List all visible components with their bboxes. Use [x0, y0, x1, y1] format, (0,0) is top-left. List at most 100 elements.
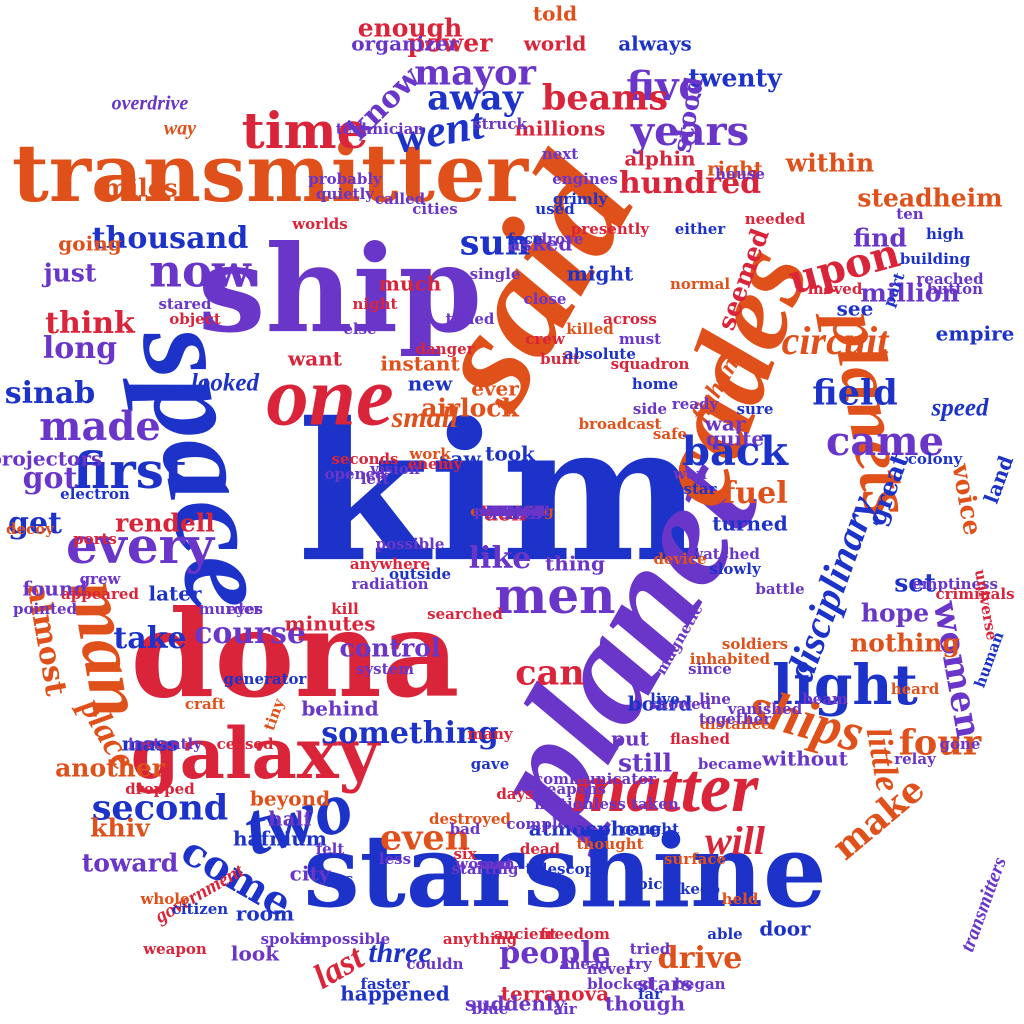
word-relay: relay — [894, 750, 937, 768]
word-hafnium: hafnium — [233, 827, 327, 851]
word-always: always — [618, 32, 692, 56]
word-bad: bad — [450, 820, 481, 838]
word-organizer: organizer — [351, 32, 459, 56]
word-happened: happened — [340, 982, 449, 1006]
word-want: want — [287, 347, 343, 371]
word-won: won — [672, 465, 707, 483]
word-high: high — [926, 225, 964, 243]
word-moved: moved — [808, 280, 863, 298]
word-within: within — [785, 149, 874, 178]
word-device: device — [653, 550, 706, 568]
word-force: force — [492, 504, 532, 520]
word-will: will — [705, 818, 766, 863]
word-got: got — [23, 461, 78, 496]
word-kill: kill — [331, 600, 359, 618]
word-days: days — [496, 785, 533, 803]
word-eyes: eyes — [227, 600, 263, 618]
word-people: people — [499, 936, 611, 971]
word-wouldn: wouldn — [483, 504, 541, 520]
word-dust: dust — [495, 504, 530, 520]
word-around: around — [484, 504, 540, 520]
word-light: light — [772, 652, 918, 717]
word-just: just — [42, 259, 97, 288]
word-fleet: fleet — [495, 504, 530, 520]
word-empire: empire — [936, 322, 1015, 346]
word-right: right — [707, 157, 764, 181]
word-rendell: rendell — [115, 509, 215, 538]
word-instantly: instantly — [128, 735, 203, 753]
word-though: though — [605, 992, 686, 1016]
word-came: came — [826, 418, 944, 465]
word-showed: showed — [649, 695, 712, 713]
word-telescope: telescope — [525, 860, 604, 878]
word-dead: dead — [520, 840, 561, 858]
word-going: going — [58, 232, 121, 256]
word-kim: kim — [298, 381, 703, 604]
word-ever: ever — [471, 377, 519, 401]
word-cut: cut — [499, 504, 525, 520]
word-stared: stared — [158, 295, 212, 313]
word-emptiness: emptiness — [912, 575, 998, 593]
word-may: may — [496, 504, 529, 520]
word-khiv: khiv — [90, 814, 151, 843]
word-quite: quite — [706, 427, 764, 451]
word-free: free — [496, 504, 527, 520]
word-building: building — [900, 250, 971, 268]
word-star: star — [684, 480, 718, 498]
word-four: four — [899, 723, 982, 764]
word-electron: electron — [60, 485, 130, 503]
word-thought: thought — [576, 835, 643, 853]
word-sinabian: sinabian — [479, 504, 546, 520]
word-distance: distance — [700, 715, 771, 733]
word-move: move — [491, 504, 532, 520]
word-line: line — [699, 690, 731, 708]
word-single: single — [470, 265, 521, 283]
word-murder: murder — [199, 600, 263, 618]
word-close: close — [524, 290, 567, 308]
word-flashed: flashed — [670, 730, 731, 748]
word-gave: gave — [471, 755, 509, 773]
word-tell: tell — [499, 504, 525, 520]
word-dona: dona — [131, 584, 460, 725]
word-generator: generator — [224, 670, 308, 688]
word-worked: worked — [482, 504, 540, 520]
word-now: now — [149, 245, 252, 298]
word-think: think — [45, 306, 136, 341]
word-must: must — [619, 330, 661, 348]
word-nothing: nothing — [850, 629, 960, 658]
word-five: five — [626, 63, 704, 110]
word-beams: beams — [542, 78, 668, 119]
word-sinab: sinab — [5, 376, 96, 411]
word-time: time — [242, 101, 369, 160]
word-pick: pick — [637, 875, 673, 893]
word-look: look — [231, 942, 280, 966]
word-field: field — [812, 373, 897, 414]
word-engines: engines — [552, 170, 618, 188]
word-night: night — [353, 295, 398, 313]
word-killed: killed — [566, 320, 614, 338]
word-seconds: seconds — [332, 450, 399, 468]
word-board: board — [628, 692, 693, 716]
word-alphin: alphin — [624, 147, 696, 171]
word-safe: safe — [653, 425, 687, 443]
word-home: home — [632, 375, 678, 393]
word-stars: stars — [637, 972, 692, 996]
word-world: world — [523, 32, 587, 56]
word-quietly: quietly — [316, 185, 375, 203]
word-asked: asked — [508, 232, 573, 256]
word-tuned: tuned — [446, 310, 495, 328]
word-outside: outside — [389, 565, 451, 583]
word-taken: taken — [631, 795, 679, 813]
word-able: able — [707, 925, 742, 943]
word-tried: tried — [630, 940, 671, 958]
word-drive: drive — [658, 941, 743, 976]
word-grew: grew — [80, 570, 122, 588]
word-put: put — [611, 727, 650, 751]
word-anything: anything — [443, 930, 518, 948]
word-needed: needed — [745, 210, 806, 228]
word-together: together — [699, 710, 772, 728]
word-heard: heard — [891, 680, 940, 698]
word-one: one — [266, 350, 394, 444]
